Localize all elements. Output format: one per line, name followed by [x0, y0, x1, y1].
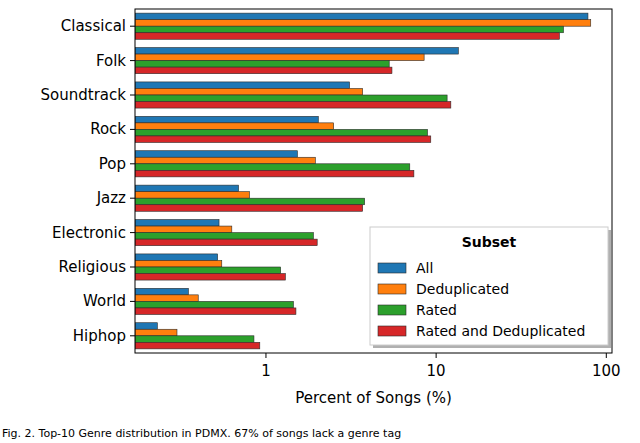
- bar: [135, 33, 559, 40]
- y-tick: [130, 301, 135, 302]
- y-tick-label: World: [83, 292, 126, 310]
- y-tick-label: Pop: [99, 155, 126, 173]
- bar: [135, 95, 447, 102]
- bar: [135, 336, 254, 343]
- bar: [135, 88, 363, 95]
- y-tick: [130, 95, 135, 96]
- y-tick-label: Soundtrack: [41, 86, 127, 104]
- legend-title: Subset: [462, 234, 517, 250]
- x-tick-label: 100: [592, 362, 621, 380]
- bar: [135, 301, 293, 308]
- x-tick: [265, 353, 266, 358]
- y-tick: [130, 60, 135, 61]
- bar: [135, 82, 350, 89]
- legend-label: All: [416, 260, 433, 276]
- bar: [135, 61, 389, 68]
- legend-label: Rated: [416, 302, 457, 318]
- y-tick: [130, 335, 135, 336]
- bar: [135, 342, 260, 349]
- bar: [135, 329, 177, 336]
- y-tick: [130, 26, 135, 27]
- legend-swatch: [378, 284, 406, 294]
- bar: [135, 67, 392, 74]
- y-tick: [130, 163, 135, 164]
- y-tick-label: Electronic: [52, 224, 126, 242]
- bar: [135, 20, 591, 27]
- bar: [135, 185, 239, 192]
- bar: [135, 136, 431, 143]
- bar: [135, 170, 414, 177]
- bar: [135, 220, 219, 227]
- bar: [135, 267, 281, 274]
- y-tick: [130, 267, 135, 268]
- bar: [135, 260, 222, 267]
- y-tick-label: Jazz: [96, 189, 126, 207]
- bar: [135, 129, 428, 136]
- bar: [135, 26, 563, 33]
- y-tick-label: Hiphop: [73, 327, 126, 345]
- x-tick-label: 10: [427, 362, 446, 380]
- bar: [135, 288, 188, 295]
- caption: Fig. 2. Top-10 Genre distribution in PDM…: [2, 427, 401, 440]
- chart: 1 10 100 Classical Folk Soundtrack Rock Pop Jazz…: [0, 0, 640, 443]
- bar: [135, 48, 458, 55]
- legend-label: Rated and Deduplicated: [416, 323, 585, 339]
- y-tick: [130, 198, 135, 199]
- y-tick: [130, 232, 135, 233]
- bar: [135, 54, 424, 61]
- legend-box: [370, 227, 608, 345]
- bar: [135, 205, 363, 212]
- plot-frame: [135, 9, 612, 353]
- y-tick-label: Classical: [61, 17, 126, 35]
- bar: [135, 157, 315, 164]
- bar: [135, 151, 297, 158]
- bar: [135, 233, 313, 240]
- bar: [135, 13, 588, 20]
- legend-swatch: [378, 263, 406, 273]
- bar: [135, 295, 198, 302]
- bar: [135, 102, 451, 109]
- bar: [135, 308, 296, 315]
- bar: [135, 192, 249, 199]
- bar: [135, 254, 218, 261]
- bar: [135, 274, 285, 281]
- bar: [135, 116, 318, 123]
- bar: [135, 123, 334, 130]
- x-axis-label: Percent of Songs (%): [295, 389, 452, 407]
- bar: [135, 198, 365, 205]
- x-tick-label: 1: [261, 362, 271, 380]
- bar: [135, 239, 317, 246]
- bar: [135, 323, 157, 330]
- x-tick: [436, 353, 437, 358]
- bar: [135, 226, 232, 233]
- x-tick: [606, 353, 607, 358]
- legend-label: Deduplicated: [416, 281, 509, 297]
- y-tick-label: Folk: [96, 52, 126, 70]
- bar: [135, 164, 410, 171]
- legend-swatch: [378, 305, 406, 315]
- legend-swatch: [378, 326, 406, 336]
- y-tick-label: Religious: [59, 258, 127, 276]
- y-tick: [130, 129, 135, 130]
- y-tick-label: Rock: [90, 120, 126, 138]
